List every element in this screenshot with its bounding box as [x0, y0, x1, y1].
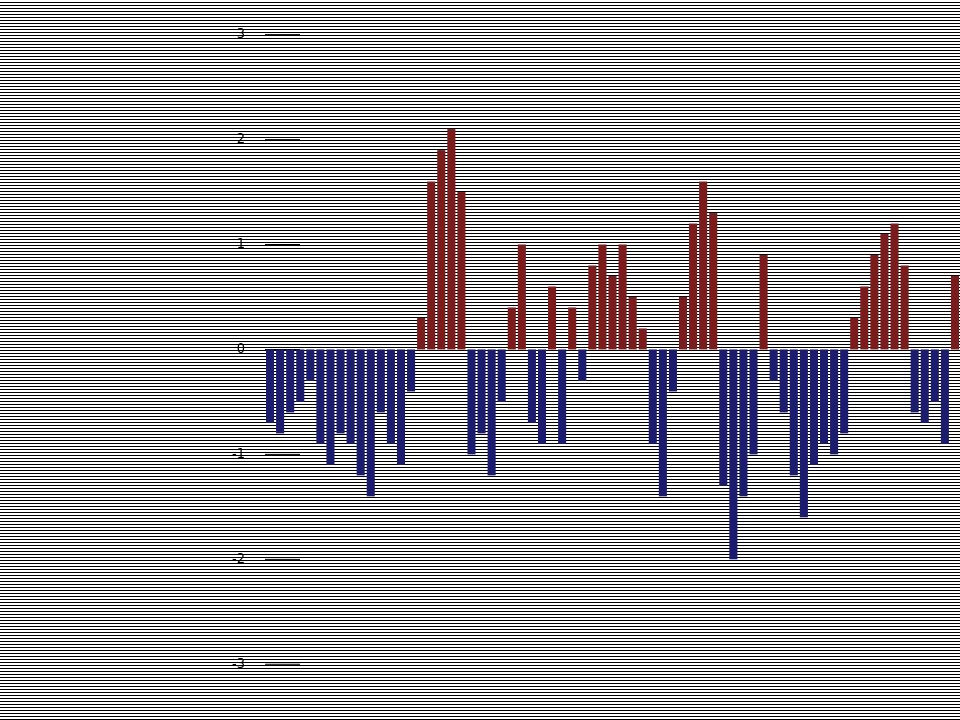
- bar: [709, 213, 718, 350]
- bar: [920, 349, 929, 423]
- bar: [346, 349, 355, 444]
- y-tick-label: 0: [237, 342, 245, 357]
- bar: [719, 349, 728, 486]
- bar: [407, 349, 416, 392]
- y-tick-label: 3: [237, 27, 245, 42]
- bar: [467, 349, 476, 455]
- y-tick-label: -3: [232, 657, 245, 672]
- bar: [366, 349, 375, 497]
- bar: [376, 349, 385, 413]
- bar: [678, 296, 688, 350]
- bar: [296, 349, 305, 402]
- bar: [537, 349, 547, 444]
- bar: [860, 286, 869, 350]
- bar: [396, 349, 406, 465]
- bar: [658, 349, 667, 497]
- bar: [517, 244, 526, 350]
- bar: [880, 234, 889, 350]
- bar: [890, 223, 899, 350]
- bar: [749, 349, 758, 455]
- bar: [648, 349, 657, 444]
- bar: [809, 349, 818, 465]
- bar: [729, 349, 738, 560]
- bar: [578, 349, 587, 381]
- bar: [507, 307, 516, 350]
- bar: [840, 349, 849, 434]
- y-tick-label: 1: [237, 237, 245, 252]
- y-tick-label: -2: [232, 552, 245, 567]
- bar: [336, 349, 345, 434]
- bar: [276, 349, 285, 434]
- bar: [417, 317, 426, 350]
- bar: [900, 265, 909, 350]
- bar: [910, 349, 919, 413]
- bar: [819, 349, 829, 444]
- bar: [568, 307, 577, 350]
- bar: [588, 265, 597, 350]
- bar: [950, 275, 959, 350]
- bar: [739, 349, 748, 497]
- bar: [930, 349, 939, 402]
- bar: [497, 349, 506, 402]
- bar: [789, 349, 798, 476]
- bar: [286, 349, 295, 413]
- y-tick-label: -1: [232, 447, 245, 462]
- bar: [870, 255, 879, 350]
- bar: [628, 296, 637, 350]
- bar: [769, 349, 778, 381]
- bar: [598, 244, 607, 350]
- bar: [266, 349, 275, 423]
- bar: [558, 349, 567, 444]
- bar: [689, 223, 698, 350]
- bar: [638, 328, 647, 350]
- bar: [477, 349, 486, 434]
- bar: [386, 349, 395, 444]
- bar: [668, 349, 677, 392]
- bar: [306, 349, 315, 381]
- bar: [608, 275, 617, 350]
- bar: [427, 181, 436, 350]
- bar: [830, 349, 839, 455]
- bar: [316, 349, 325, 444]
- bar: [779, 349, 788, 413]
- bar: [457, 192, 466, 350]
- bar: [356, 349, 365, 476]
- bar: [799, 349, 808, 518]
- bar: [326, 349, 335, 465]
- bar: [487, 349, 496, 476]
- bar: [759, 255, 768, 350]
- bar: [699, 181, 708, 350]
- bar: [850, 317, 859, 350]
- y-tick-label: 2: [237, 132, 245, 147]
- bar: [548, 286, 557, 350]
- bar: [447, 129, 456, 350]
- bar: [437, 150, 446, 350]
- bar: [618, 244, 627, 350]
- bar: [940, 349, 949, 444]
- bar: [527, 349, 536, 423]
